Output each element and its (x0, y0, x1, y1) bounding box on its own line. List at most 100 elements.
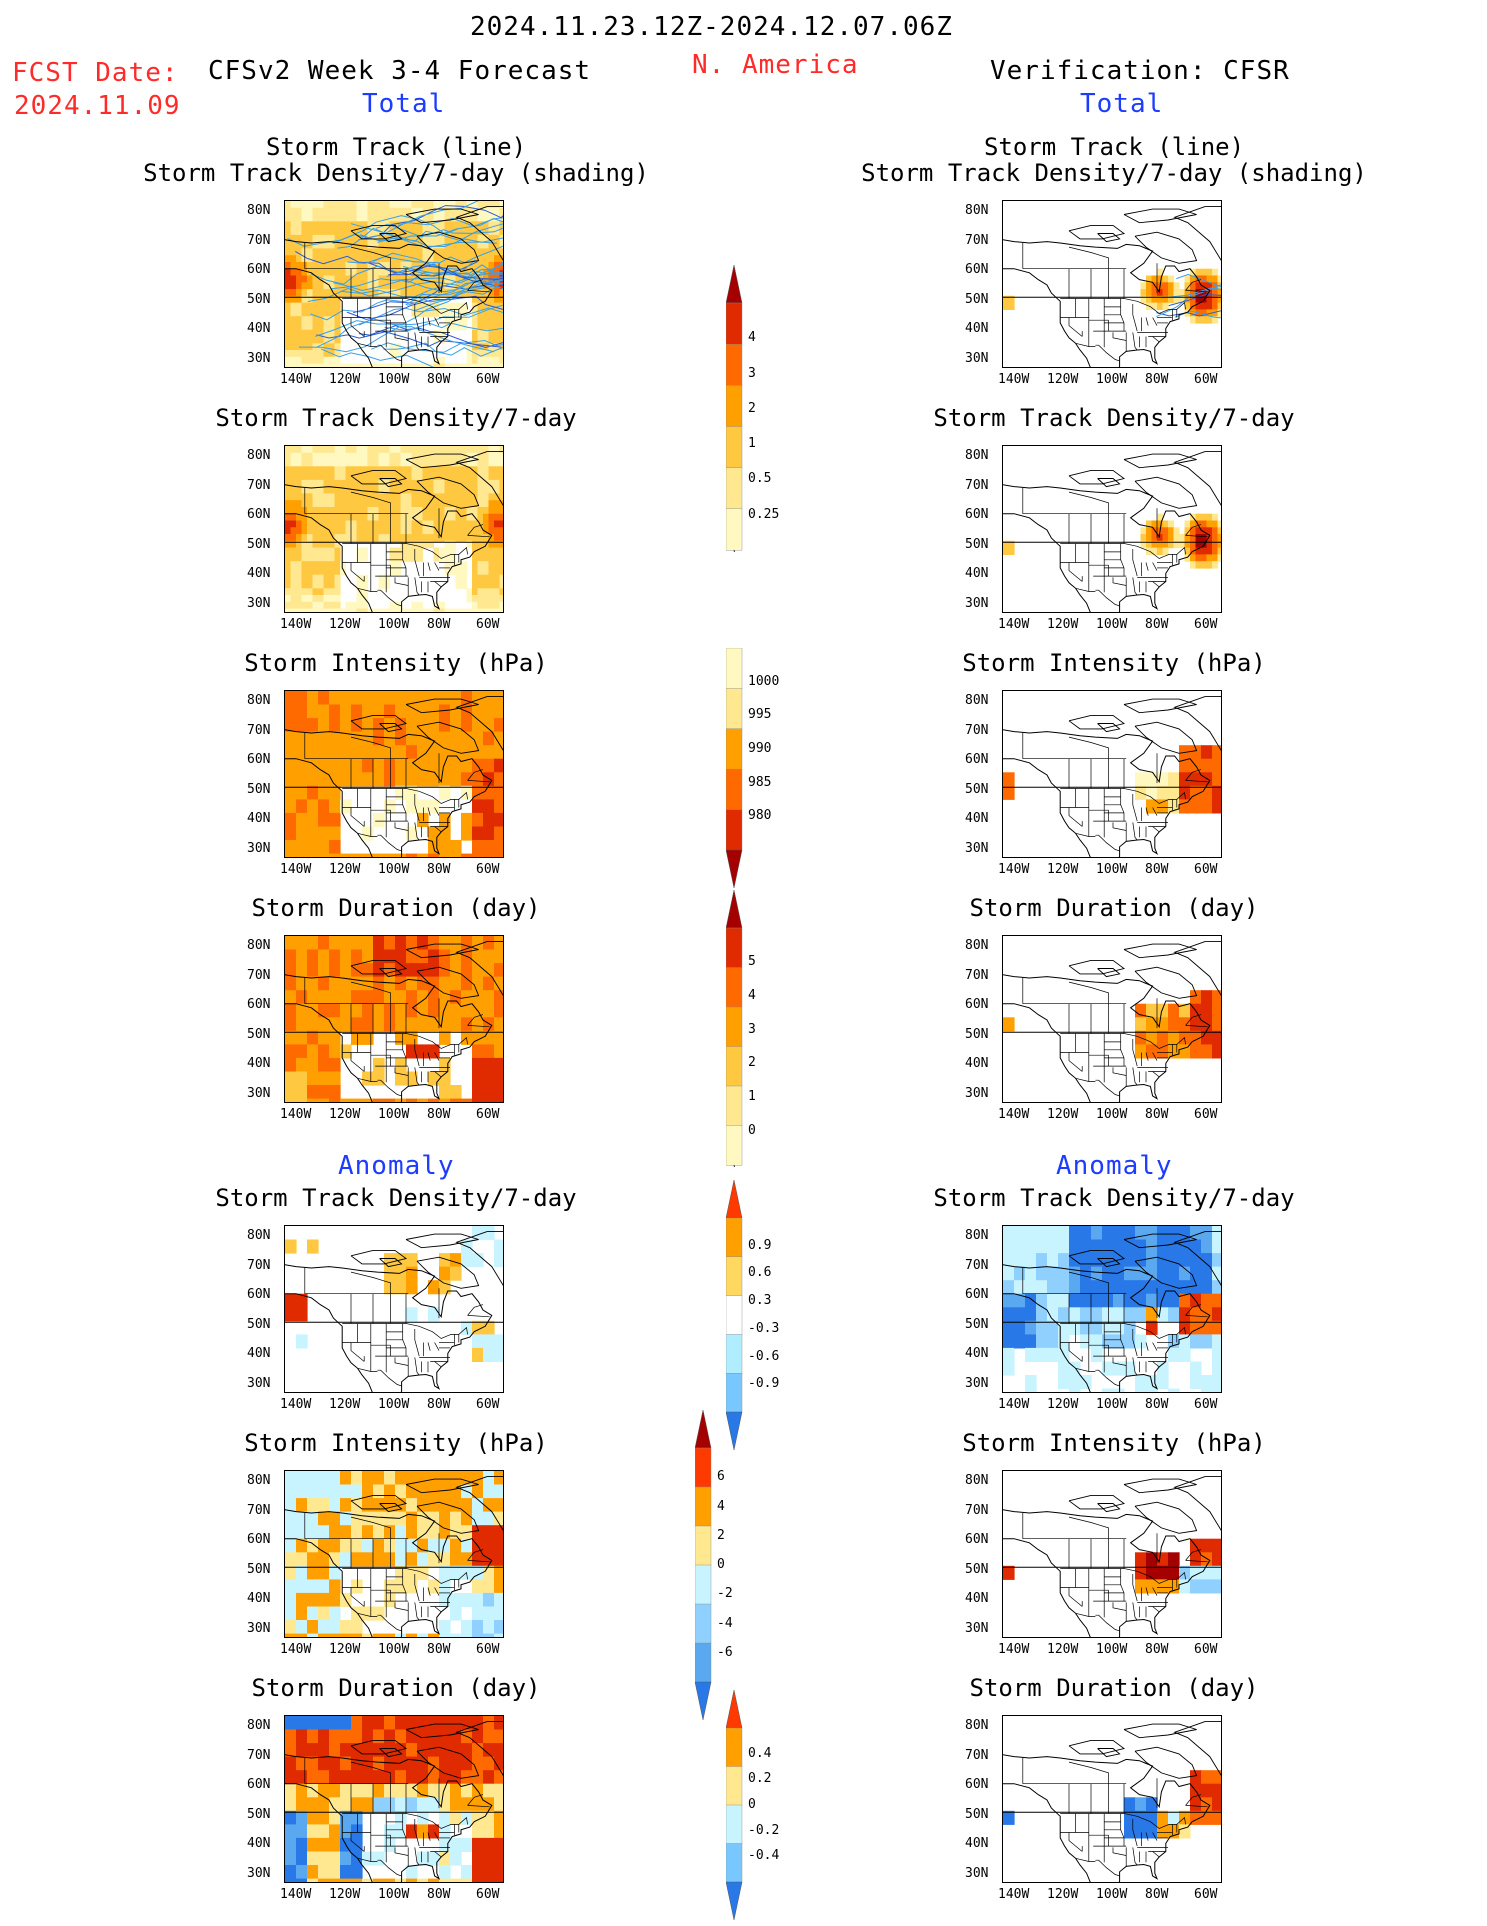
colorbar-arrow-top (725, 1179, 743, 1219)
lon-tick-label: 120W (329, 1107, 361, 1122)
lon-tick-label: 140W (998, 1107, 1030, 1122)
panel-title: Storm Track Density/7-day (933, 1184, 1295, 1212)
map-canvas (1003, 450, 1221, 612)
lat-tick-label: 50N (247, 536, 271, 552)
lon-tick-label: 60W (1194, 372, 1218, 387)
colorbar-label: -4 (717, 1615, 733, 1631)
lon-tick-label: 60W (476, 1107, 500, 1122)
lat-tick-label: 30N (965, 1085, 989, 1101)
colorbar-arrow-top (725, 889, 743, 929)
map-canvas (285, 691, 503, 857)
colorbar-label: 0.4 (748, 1745, 772, 1761)
colorbar-label: 0.6 (748, 1265, 772, 1281)
region-title: N. America (692, 50, 859, 80)
colorbar-label: 0.3 (748, 1293, 772, 1309)
lat-tick-label: 70N (247, 1257, 271, 1273)
colorbar-label: 1 (748, 1089, 756, 1105)
lon-tick-label: 60W (1194, 617, 1218, 632)
lat-tick-label: 40N (247, 1056, 271, 1071)
lon-tick-label: 120W (1047, 372, 1079, 387)
colorbar-segment (725, 809, 743, 851)
lat-tick-label: 40N (247, 811, 271, 826)
lon-tick-label: 60W (476, 1642, 500, 1657)
map-canvas (285, 1716, 503, 1882)
colorbar-segment (725, 1372, 743, 1413)
anomaly-label-right: Anomaly (1056, 1151, 1173, 1181)
lat-tick-label: 80N (965, 938, 989, 953)
lat-tick-label: 40N (965, 811, 989, 826)
lat-tick-label: 70N (247, 967, 271, 983)
lon-tick-label: 80W (427, 862, 451, 877)
lon-tick-label: 120W (1047, 1107, 1079, 1122)
lat-tick-label: 60N (247, 1532, 271, 1547)
colorbar-segment (725, 302, 743, 345)
colorbar-label: 3 (748, 1021, 756, 1037)
lon-tick-label: 140W (998, 1397, 1030, 1412)
lat-tick-label: 30N (965, 1620, 989, 1636)
colorbar-segment (725, 343, 743, 386)
lat-tick-label: 40N (965, 1056, 989, 1071)
lat-tick-label: 40N (965, 1836, 989, 1851)
lat-tick-label: 50N (247, 1026, 271, 1042)
map-frame (1002, 200, 1222, 368)
colorbar-label: 4 (748, 987, 756, 1003)
lat-tick-label: 80N (247, 1718, 271, 1733)
colorbar-label: 980 (748, 808, 772, 824)
map-outline (1003, 1720, 1221, 1882)
lat-tick-label: 70N (965, 722, 989, 738)
lon-tick-label: 140W (280, 1107, 312, 1122)
colorbar-adensity: 0.9 0.6 0.3 -0.3 -0.6 -0.9 (725, 1179, 779, 1456)
lon-tick-label: 80W (427, 1397, 451, 1412)
map-frame (284, 935, 504, 1103)
lon-tick-label: 100W (1096, 862, 1128, 877)
map-frame (284, 445, 504, 613)
map-canvas (1003, 1226, 1221, 1392)
lon-tick-label: 120W (329, 1887, 361, 1902)
anomaly-label-left: Anomaly (338, 1151, 455, 1181)
lat-tick-label: 80N (965, 693, 989, 708)
panel-subtitle: Storm Track Density/7-day (shading) (861, 159, 1367, 187)
lon-tick-label: 100W (378, 1642, 410, 1657)
lat-tick-label: 50N (247, 1561, 271, 1577)
lon-tick-label: 80W (427, 1642, 451, 1657)
colorbar-segment (694, 1603, 712, 1644)
map-frame (284, 1470, 504, 1638)
colorbar-label: 1000 (748, 673, 780, 689)
map-outline (285, 1475, 503, 1637)
colorbar-segment (725, 688, 743, 730)
shading-layer (285, 1716, 503, 1882)
lon-tick-label: 100W (378, 372, 410, 387)
lat-tick-label: 70N (247, 722, 271, 738)
colorbar-segment (725, 967, 743, 1008)
panel-title: Storm Intensity (hPa) (962, 1429, 1266, 1457)
colorbar-label: -0.3 (748, 1320, 780, 1336)
lon-tick-label: 100W (1096, 1642, 1128, 1657)
colorbar-label: 4 (748, 330, 756, 346)
lat-tick-label: 60N (965, 1777, 989, 1792)
lon-tick-label: 140W (998, 372, 1030, 387)
lon-tick-label: 140W (998, 862, 1030, 877)
lat-tick-label: 50N (247, 291, 271, 307)
colorbar-label: 2 (717, 1527, 725, 1543)
lon-tick-label: 120W (329, 372, 361, 387)
colorbar-label: 2 (748, 400, 756, 416)
lat-tick-label: 60N (965, 262, 989, 277)
lon-tick-label: 60W (476, 372, 500, 387)
colorbar-segment (725, 728, 743, 770)
shading-layer (1003, 990, 1221, 1059)
colorbar-label: 0 (748, 1123, 756, 1139)
lon-tick-label: 80W (1145, 1107, 1169, 1122)
total-label-right: Total (1080, 89, 1164, 119)
colorbar-arrow-top (694, 1409, 712, 1449)
lat-tick-label: 40N (965, 321, 989, 336)
map-canvas (285, 1226, 503, 1392)
lon-tick-label: 60W (476, 617, 500, 632)
colorbar-segment (725, 1804, 743, 1844)
lat-tick-label: 50N (965, 781, 989, 797)
map-outline (285, 940, 503, 1102)
lat-tick-label: 30N (965, 350, 989, 366)
lat-tick-label: 80N (247, 203, 271, 218)
lat-tick-label: 60N (965, 1532, 989, 1547)
colorbar-label: -0.6 (748, 1348, 780, 1364)
lon-tick-label: 100W (378, 617, 410, 632)
